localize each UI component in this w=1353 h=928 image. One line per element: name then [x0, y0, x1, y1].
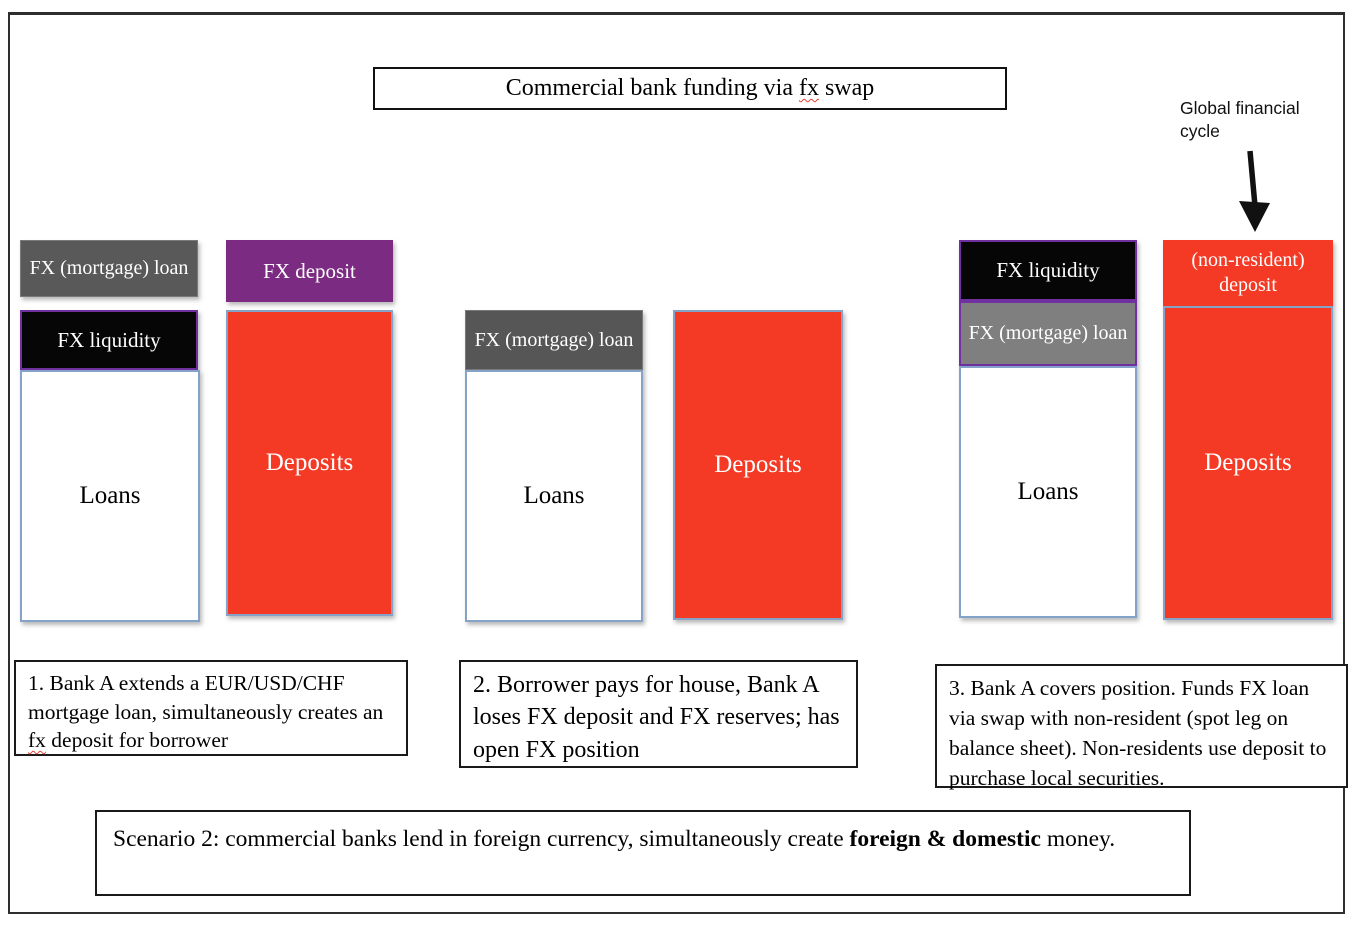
- caption-step-1-post: deposit for borrower: [45, 728, 229, 753]
- caption-step-3: 3. Bank A covers position. Funds FX loan…: [935, 664, 1348, 790]
- caption-step-2: 2. Borrower pays for house, Bank A loses…: [459, 660, 858, 768]
- fx-mortgage-loan-box-1: FX (mortgage) loan: [20, 240, 198, 297]
- non-resident-deposit-label: (non-resident) deposit: [1191, 249, 1305, 296]
- loans-label: Loans: [1017, 478, 1079, 506]
- title-text-pre: Commercial bank funding via: [505, 75, 799, 101]
- title-text-misspelled: fx: [798, 75, 819, 101]
- fx-mortgage-loan-box-2: FX (mortgage) loan: [465, 310, 643, 370]
- scenario-note-pre: Scenario 2: commercial banks lend in for…: [113, 826, 850, 852]
- deposits-box-3: Deposits: [1163, 306, 1333, 620]
- loans-label: Loans: [523, 482, 585, 510]
- deposits-box-2: Deposits: [673, 310, 843, 620]
- fx-mortgage-loan-box-3: FX (mortgage) loan: [959, 301, 1137, 366]
- fx-mortgage-loan-label: FX (mortgage) loan: [474, 328, 634, 351]
- loans-label: Loans: [79, 482, 141, 510]
- loans-box-1: Loans: [20, 370, 200, 622]
- caption-step-1-misspelled: fx: [28, 728, 46, 753]
- fx-liquidity-label: FX liquidity: [57, 327, 161, 352]
- fx-deposit-box: FX deposit: [226, 240, 393, 302]
- slide-border: [8, 12, 1345, 914]
- deposits-box-1: Deposits: [226, 310, 393, 616]
- deposits-label: Deposits: [1204, 449, 1292, 477]
- deposits-label: Deposits: [714, 451, 802, 479]
- deposits-label: Deposits: [265, 449, 354, 477]
- scenario-note-bold: foreign & domestic: [849, 826, 1041, 852]
- title-box: Commercial bank funding via fx swap: [373, 67, 1007, 110]
- non-resident-deposit-box: (non-resident) deposit: [1163, 240, 1333, 306]
- title-text: Commercial bank funding via fx swap: [506, 75, 875, 102]
- fx-mortgage-loan-label: FX (mortgage) loan: [968, 322, 1128, 344]
- caption-step-1: 1. Bank A extends a EUR/USD/CHF mortgage…: [14, 660, 408, 756]
- fx-liquidity-box-1: FX liquidity: [20, 310, 198, 370]
- loans-box-3: Loans: [959, 366, 1137, 618]
- down-arrow-icon: [1224, 148, 1282, 236]
- fx-liquidity-box-3: FX liquidity: [959, 240, 1137, 301]
- fx-liquidity-label: FX liquidity: [996, 258, 1100, 283]
- scenario-note-post: money.: [1040, 826, 1116, 852]
- global-financial-cycle-label: Global financial cycle: [1180, 98, 1300, 141]
- fx-deposit-label: FX deposit: [263, 258, 356, 283]
- title-text-post: swap: [818, 75, 875, 101]
- loans-box-2: Loans: [465, 370, 643, 622]
- fx-mortgage-loan-label: FX (mortgage) loan: [29, 257, 189, 279]
- scenario-note: Scenario 2: commercial banks lend in for…: [95, 810, 1191, 896]
- caption-step-1-pre: 1. Bank A extends a EUR/USD/CHF mortgage…: [28, 671, 384, 724]
